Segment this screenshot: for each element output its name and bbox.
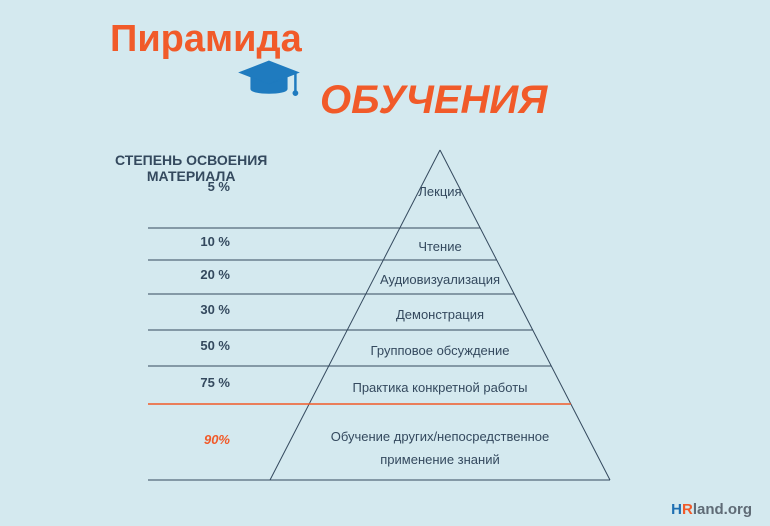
pct-label: 50 %: [170, 338, 230, 353]
tier-label: Обучение других/непосредственное примене…: [280, 425, 600, 472]
pct-label: 10 %: [170, 234, 230, 249]
logo-accent: R: [682, 501, 693, 518]
logo-h: H: [671, 501, 682, 518]
tier-label: Практика конкретной работы: [280, 376, 600, 399]
tier-label: Аудиовизуализация: [280, 268, 600, 291]
pct-label: 5 %: [170, 179, 230, 194]
pct-label: 75 %: [170, 375, 230, 390]
tier-label: Демонстрация: [280, 303, 600, 326]
infographic-canvas: Пирамида ОБУЧЕНИЯ СТЕПЕНЬ ОСВОЕНИЯ МАТЕР…: [0, 0, 770, 526]
tier-label: Лекция: [280, 180, 600, 203]
tier-label: Групповое обсуждение: [280, 339, 600, 362]
logo-rest: land.org: [693, 501, 752, 518]
tier-label: Чтение: [280, 235, 600, 258]
pct-label: 30 %: [170, 302, 230, 317]
source-logo: HRland.org: [671, 501, 752, 518]
pct-label: 90%: [170, 432, 230, 447]
pct-label: 20 %: [170, 267, 230, 282]
